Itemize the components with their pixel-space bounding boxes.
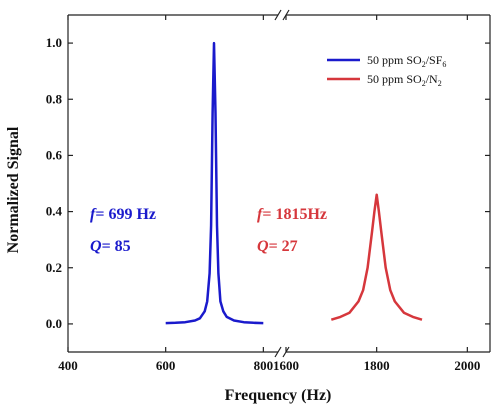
y-tick-label: 1.0 [46,35,62,50]
x-tick-label: 600 [156,358,176,373]
legend: 50 ppm SO2/SF6 50 ppm SO2/N2 [327,53,446,88]
annotation-q-n2: Q= 27 [257,238,298,255]
legend-label-n2: 50 ppm SO2/N2 [367,72,442,88]
x-axis-title: Frequency (Hz) [225,387,332,404]
plot-frame [67,14,491,353]
y-tick-label: 0.6 [46,147,63,162]
series-line-1 [330,193,423,321]
series-layer [165,41,423,325]
y-tick-label: 0.0 [46,316,62,331]
x-tick-label: 1600 [273,358,299,373]
annotation-frequency-sf6: f= 699 Hz [90,206,156,223]
axis-break-marks [274,9,290,358]
break-mark [274,9,282,21]
x-tick-label: 400 [58,358,78,373]
x-tick-label: 2000 [454,358,480,373]
break-mark [274,346,282,358]
y-tick-label: 0.2 [46,260,62,275]
y-axis-ticks: 0.0 0.2 0.4 0.6 0.8 1.0 [46,35,490,331]
y-tick-label: 0.4 [46,204,63,219]
series-line-0 [165,41,264,325]
x-tick-label: 800 [254,358,274,373]
annotation-frequency-n2: f= 1815Hz [257,206,327,223]
y-axis-title: Normalized Signal [5,126,22,253]
y-tick-label: 0.8 [46,91,63,106]
annotation-q-sf6: Q= 85 [90,238,131,255]
x-axis-ticks: 400 600 800 1600 1800 2000 [58,15,480,373]
legend-label-sf6: 50 ppm SO2/SF6 [367,53,446,69]
x-tick-label: 1800 [364,358,390,373]
